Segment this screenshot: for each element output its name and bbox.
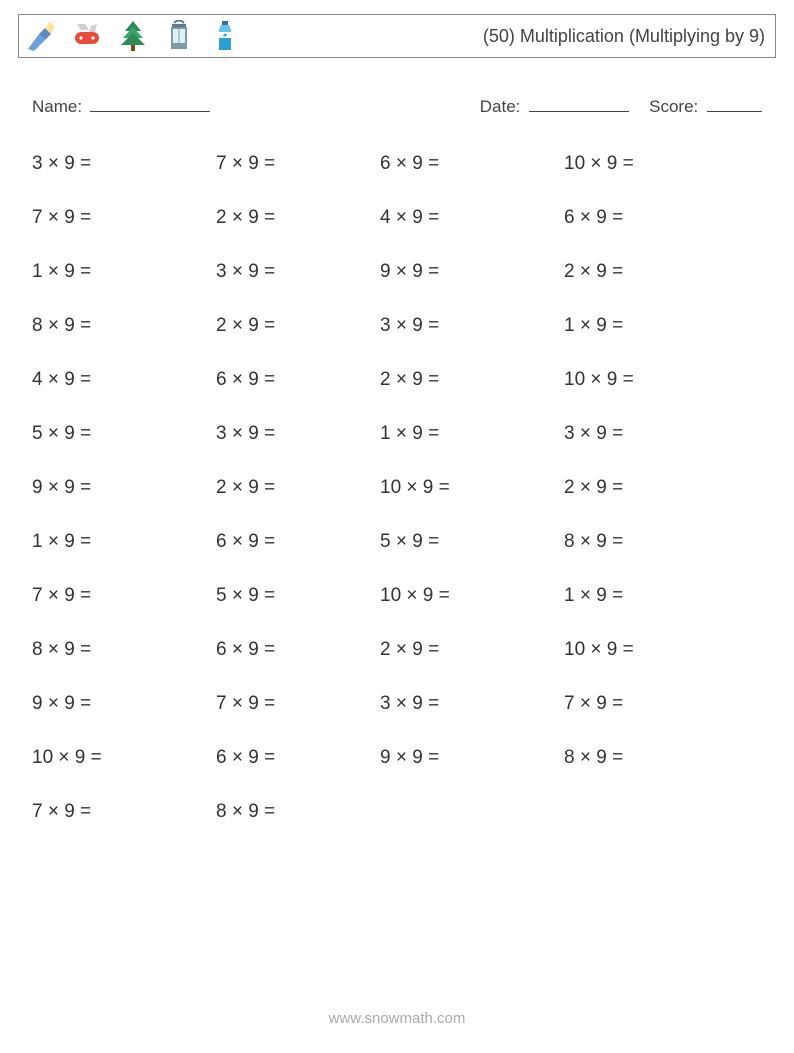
date-score-group: Date: Score:: [480, 94, 762, 117]
pine-tree-icon: [117, 20, 149, 52]
problem-cell: 7 × 9 =: [216, 693, 380, 715]
problem-cell: 1 × 9 =: [32, 531, 216, 553]
problem-cell: 10 × 9 =: [380, 585, 564, 607]
problem-row: 9 × 9 =2 × 9 =10 × 9 =2 × 9 =: [32, 477, 762, 499]
problem-row: 7 × 9 =2 × 9 =4 × 9 =6 × 9 =: [32, 207, 762, 229]
problem-cell: 6 × 9 =: [564, 207, 762, 229]
name-field: Name:: [32, 94, 210, 117]
problem-cell: 10 × 9 =: [564, 369, 762, 391]
problem-cell: 8 × 9 =: [564, 747, 762, 769]
problem-cell: 8 × 9 =: [32, 315, 216, 337]
score-field: Score:: [649, 94, 762, 117]
problem-cell: 6 × 9 =: [380, 153, 564, 175]
problem-row: 10 × 9 =6 × 9 =9 × 9 =8 × 9 =: [32, 747, 762, 769]
problem-cell: 10 × 9 =: [564, 639, 762, 661]
problem-cell: 6 × 9 =: [216, 747, 380, 769]
problem-cell: [380, 801, 564, 823]
score-blank[interactable]: [707, 94, 762, 112]
problem-cell: 3 × 9 =: [380, 693, 564, 715]
name-label: Name:: [32, 97, 82, 117]
problem-cell: 2 × 9 =: [216, 207, 380, 229]
problem-cell: 3 × 9 =: [216, 261, 380, 283]
problem-cell: 2 × 9 =: [216, 477, 380, 499]
problem-cell: 5 × 9 =: [380, 531, 564, 553]
swiss-knife-icon: [71, 20, 103, 52]
problem-cell: 7 × 9 =: [216, 153, 380, 175]
date-label: Date:: [480, 97, 521, 116]
problem-cell: 9 × 9 =: [32, 477, 216, 499]
score-label: Score:: [649, 97, 698, 116]
problem-cell: 10 × 9 =: [32, 747, 216, 769]
date-blank[interactable]: [529, 94, 629, 112]
problem-cell: 1 × 9 =: [32, 261, 216, 283]
problem-cell: 8 × 9 =: [564, 531, 762, 553]
water-bottle-icon: [209, 20, 241, 52]
header-box: (50) Multiplication (Multiplying by 9): [18, 14, 776, 58]
problem-cell: 3 × 9 =: [32, 153, 216, 175]
flashlight-icon: [25, 20, 57, 52]
problem-row: 1 × 9 =6 × 9 =5 × 9 =8 × 9 =: [32, 531, 762, 553]
problem-cell: 8 × 9 =: [216, 801, 380, 823]
problem-cell: 3 × 9 =: [380, 315, 564, 337]
problem-cell: 2 × 9 =: [564, 477, 762, 499]
problem-row: 8 × 9 =2 × 9 =3 × 9 =1 × 9 =: [32, 315, 762, 337]
problem-cell: 6 × 9 =: [216, 369, 380, 391]
worksheet-page: (50) Multiplication (Multiplying by 9) N…: [0, 0, 794, 1053]
problem-row: 9 × 9 =7 × 9 =3 × 9 =7 × 9 =: [32, 693, 762, 715]
problem-row: 7 × 9 =8 × 9 =: [32, 801, 762, 823]
worksheet-title: (50) Multiplication (Multiplying by 9): [483, 26, 765, 47]
problem-cell: 7 × 9 =: [564, 693, 762, 715]
problem-cell: 3 × 9 =: [216, 423, 380, 445]
problem-cell: [564, 801, 762, 823]
problem-row: 5 × 9 =3 × 9 =1 × 9 =3 × 9 =: [32, 423, 762, 445]
problem-cell: 5 × 9 =: [32, 423, 216, 445]
problem-cell: 6 × 9 =: [216, 639, 380, 661]
problem-row: 4 × 9 =6 × 9 =2 × 9 =10 × 9 =: [32, 369, 762, 391]
problem-cell: 2 × 9 =: [564, 261, 762, 283]
problem-row: 3 × 9 =7 × 9 =6 × 9 =10 × 9 =: [32, 153, 762, 175]
problem-cell: 3 × 9 =: [564, 423, 762, 445]
problem-cell: 10 × 9 =: [380, 477, 564, 499]
problem-cell: 2 × 9 =: [380, 639, 564, 661]
problem-cell: 6 × 9 =: [216, 531, 380, 553]
problem-cell: 9 × 9 =: [380, 747, 564, 769]
icon-strip: [25, 20, 241, 52]
problem-cell: 2 × 9 =: [380, 369, 564, 391]
problem-cell: 1 × 9 =: [564, 315, 762, 337]
date-field: Date:: [480, 94, 629, 117]
problem-cell: 1 × 9 =: [380, 423, 564, 445]
problem-cell: 9 × 9 =: [380, 261, 564, 283]
problem-cell: 2 × 9 =: [216, 315, 380, 337]
problem-cell: 7 × 9 =: [32, 207, 216, 229]
problem-cell: 8 × 9 =: [32, 639, 216, 661]
lantern-icon: [163, 20, 195, 52]
info-row: Name: Date: Score:: [32, 94, 762, 117]
problem-row: 8 × 9 =6 × 9 =2 × 9 =10 × 9 =: [32, 639, 762, 661]
problem-cell: 5 × 9 =: [216, 585, 380, 607]
problem-cell: 7 × 9 =: [32, 585, 216, 607]
problem-row: 7 × 9 =5 × 9 =10 × 9 =1 × 9 =: [32, 585, 762, 607]
problem-cell: 10 × 9 =: [564, 153, 762, 175]
problem-cell: 4 × 9 =: [380, 207, 564, 229]
problem-row: 1 × 9 =3 × 9 =9 × 9 =2 × 9 =: [32, 261, 762, 283]
problems-grid: 3 × 9 =7 × 9 =6 × 9 =10 × 9 =7 × 9 =2 × …: [32, 153, 762, 823]
problem-cell: 7 × 9 =: [32, 801, 216, 823]
problem-cell: 9 × 9 =: [32, 693, 216, 715]
name-blank[interactable]: [90, 94, 210, 112]
footer-url: www.snowmath.com: [0, 1010, 794, 1027]
problem-cell: 4 × 9 =: [32, 369, 216, 391]
problem-cell: 1 × 9 =: [564, 585, 762, 607]
